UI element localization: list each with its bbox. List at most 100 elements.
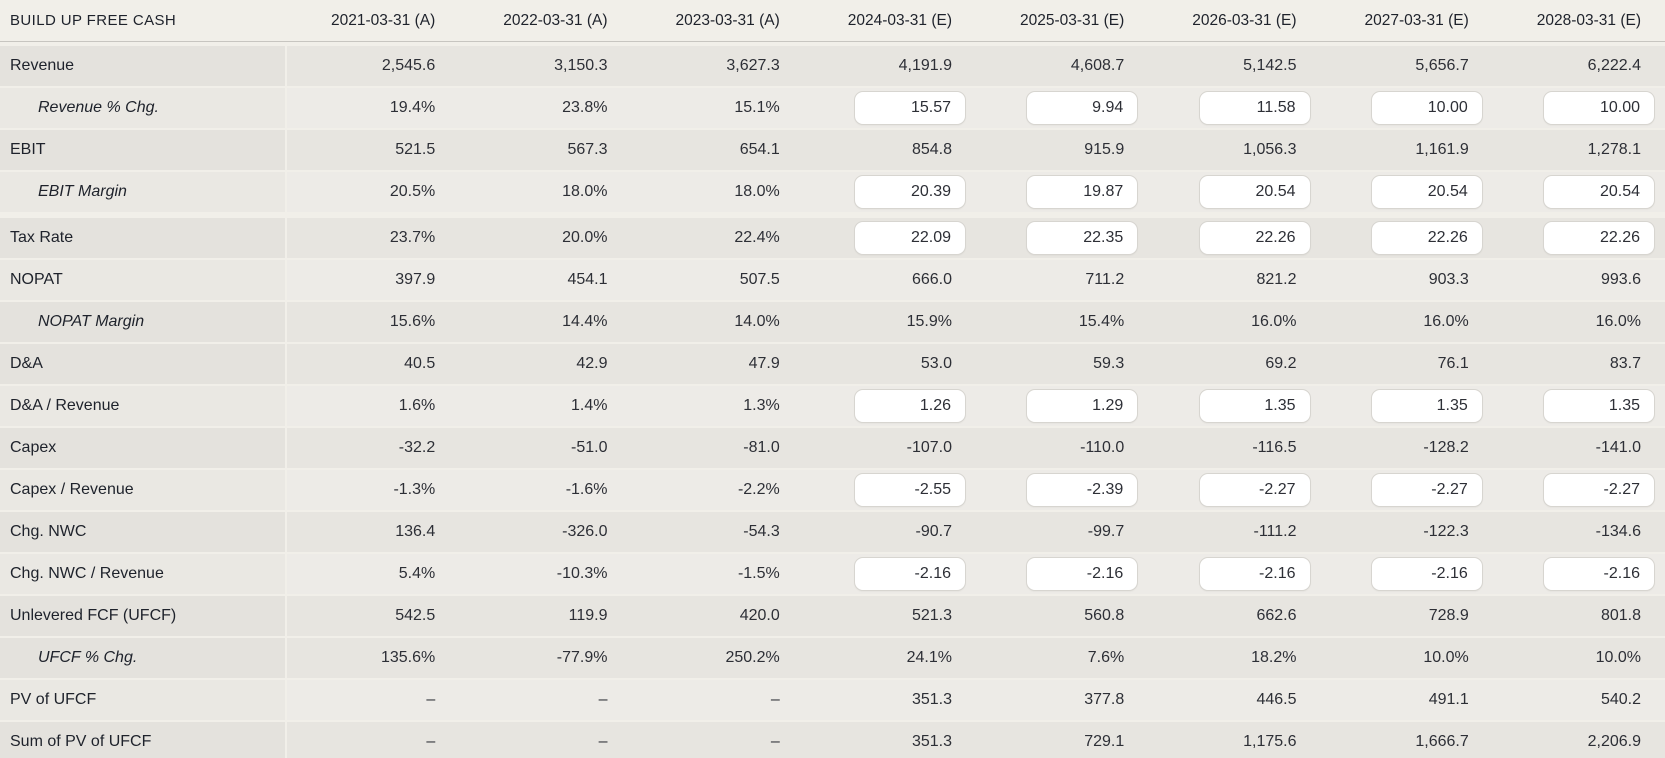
estimate-input[interactable] — [1543, 389, 1655, 423]
estimate-input[interactable] — [1543, 91, 1655, 125]
value-cell: 5,142.5 — [1148, 46, 1321, 86]
estimate-input[interactable] — [1026, 221, 1139, 255]
value-cell: 23.8% — [459, 88, 632, 128]
value-cell — [976, 88, 1149, 128]
value-cell — [1148, 470, 1321, 510]
value-cell: 20.0% — [459, 218, 632, 258]
estimate-input[interactable] — [854, 389, 966, 423]
estimate-input[interactable] — [1370, 175, 1483, 209]
value-cell: 5,656.7 — [1320, 46, 1493, 86]
value-cell: 40.5 — [287, 344, 460, 384]
value-cell — [1320, 88, 1493, 128]
table-row: Tax Rate 23.7% 20.0% 22.4% — [0, 218, 1665, 258]
value-cell: 16.0% — [1320, 302, 1493, 342]
value-cell: 446.5 — [1148, 680, 1321, 720]
estimate-input[interactable] — [1370, 557, 1483, 591]
value-cell: -90.7 — [803, 512, 976, 552]
estimate-input[interactable] — [1026, 175, 1139, 209]
value-cell: 993.6 — [1492, 260, 1665, 300]
estimate-input[interactable] — [854, 473, 966, 507]
value-cell: 3,150.3 — [459, 46, 632, 86]
row-label: Tax Rate — [0, 218, 287, 258]
value-cell — [803, 218, 976, 258]
table-row: D&A / Revenue 1.6% 1.4% 1.3% — [0, 386, 1665, 426]
estimate-input[interactable] — [1198, 175, 1311, 209]
estimate-input[interactable] — [1370, 473, 1483, 507]
value-cell: -128.2 — [1320, 428, 1493, 468]
estimate-input[interactable] — [1543, 473, 1655, 507]
estimate-input[interactable] — [1026, 389, 1139, 423]
value-cell — [1320, 470, 1493, 510]
estimate-input[interactable] — [1198, 221, 1311, 255]
estimate-input[interactable] — [1370, 91, 1483, 125]
value-cell — [976, 470, 1149, 510]
value-cell: 15.6% — [287, 302, 460, 342]
value-cell: 250.2% — [631, 638, 804, 678]
estimate-input[interactable] — [1026, 473, 1139, 507]
value-cell: 821.2 — [1148, 260, 1321, 300]
value-cell — [1148, 218, 1321, 258]
value-cell: 903.3 — [1320, 260, 1493, 300]
estimate-input[interactable] — [854, 91, 966, 125]
value-cell: 22.4% — [631, 218, 804, 258]
row-label: Capex — [0, 428, 287, 468]
estimate-input[interactable] — [854, 557, 966, 591]
value-cell: 7.6% — [976, 638, 1149, 678]
value-cell: – — [631, 722, 804, 758]
value-cell: -77.9% — [459, 638, 632, 678]
value-cell: 10.0% — [1320, 638, 1493, 678]
value-cell: 20.5% — [287, 172, 460, 212]
estimate-input[interactable] — [1198, 91, 1311, 125]
value-cell: 540.2 — [1492, 680, 1665, 720]
value-cell: 1,161.9 — [1320, 130, 1493, 170]
value-cell: 397.9 — [287, 260, 460, 300]
value-cell: 16.0% — [1148, 302, 1321, 342]
row-label: Revenue — [0, 46, 287, 86]
table-row: Revenue % Chg. 19.4% 23.8% 15.1% — [0, 88, 1665, 128]
estimate-input[interactable] — [854, 175, 966, 209]
row-label: NOPAT Margin — [0, 302, 287, 342]
estimate-input[interactable] — [1026, 557, 1139, 591]
table-row: Capex -32.2 -51.0 -81.0 -107.0 -110.0 -116.5 -1… — [0, 428, 1665, 468]
value-cell: -1.3% — [287, 470, 460, 510]
estimate-input[interactable] — [1026, 91, 1139, 125]
estimate-input[interactable] — [854, 221, 966, 255]
value-cell: -10.3% — [459, 554, 632, 594]
value-cell: 59.3 — [976, 344, 1149, 384]
estimate-input[interactable] — [1198, 389, 1311, 423]
row-label: D&A — [0, 344, 287, 384]
value-cell — [1492, 172, 1665, 212]
value-cell: -122.3 — [1320, 512, 1493, 552]
value-cell: 15.4% — [976, 302, 1149, 342]
value-cell: – — [287, 722, 460, 758]
estimate-input[interactable] — [1198, 473, 1311, 507]
value-cell — [1492, 88, 1665, 128]
value-cell — [1320, 386, 1493, 426]
value-cell — [1492, 386, 1665, 426]
value-cell — [1320, 554, 1493, 594]
row-label: Capex / Revenue — [0, 470, 287, 510]
value-cell: – — [631, 680, 804, 720]
value-cell: -2.2% — [631, 470, 804, 510]
value-cell: 19.4% — [287, 88, 460, 128]
row-label: UFCF % Chg. — [0, 638, 287, 678]
table-rows: Revenue 2,545.6 3,150.3 3,627.3 4,191.9 4,608… — [0, 46, 1665, 758]
value-cell: – — [459, 722, 632, 758]
value-cell: 2,545.6 — [287, 46, 460, 86]
estimate-input[interactable] — [1543, 221, 1655, 255]
value-cell: 1,278.1 — [1492, 130, 1665, 170]
value-cell: 507.5 — [631, 260, 804, 300]
value-cell: -32.2 — [287, 428, 460, 468]
estimate-input[interactable] — [1543, 557, 1655, 591]
value-cell: 14.4% — [459, 302, 632, 342]
estimate-input[interactable] — [1198, 557, 1311, 591]
estimate-input[interactable] — [1543, 175, 1655, 209]
value-cell: 420.0 — [631, 596, 804, 636]
estimate-input[interactable] — [1370, 389, 1483, 423]
value-cell: – — [287, 680, 460, 720]
value-cell: -111.2 — [1148, 512, 1321, 552]
value-cell — [803, 554, 976, 594]
estimate-input[interactable] — [1370, 221, 1483, 255]
table-row: EBIT 521.5 567.3 654.1 854.8 915.9 1,056.3 1,16… — [0, 130, 1665, 170]
value-cell: -141.0 — [1492, 428, 1665, 468]
